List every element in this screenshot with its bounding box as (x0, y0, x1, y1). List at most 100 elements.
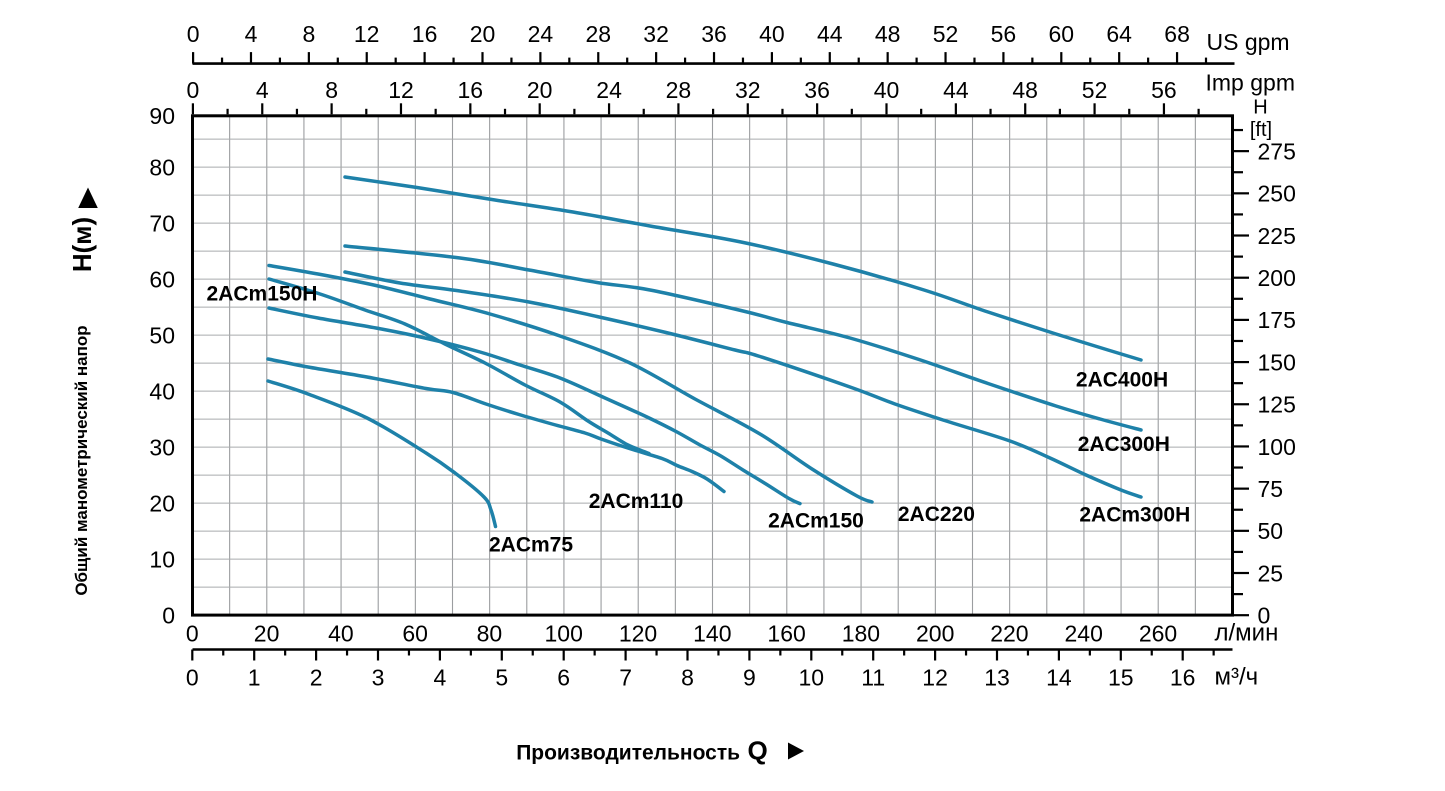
svg-text:13: 13 (984, 664, 1010, 690)
svg-text:60: 60 (149, 266, 175, 292)
svg-text:32: 32 (735, 77, 761, 103)
svg-text:32: 32 (643, 21, 669, 47)
svg-text:16: 16 (412, 21, 438, 47)
svg-text:100: 100 (1258, 434, 1296, 460)
svg-text:28: 28 (586, 21, 612, 47)
svg-text:48: 48 (1012, 77, 1038, 103)
svg-text:160: 160 (767, 620, 805, 646)
svg-text:100: 100 (545, 620, 583, 646)
svg-text:2AC220: 2AC220 (898, 503, 975, 526)
svg-text:0: 0 (186, 620, 199, 646)
svg-text:0: 0 (187, 77, 200, 103)
svg-text:48: 48 (875, 21, 901, 47)
svg-text:25: 25 (1258, 560, 1284, 586)
svg-text:2ACm150H: 2ACm150H (207, 283, 318, 306)
svg-text:2: 2 (310, 664, 323, 690)
svg-text:0: 0 (186, 664, 199, 690)
svg-text:56: 56 (991, 21, 1017, 47)
svg-text:125: 125 (1258, 392, 1296, 418)
svg-text:52: 52 (933, 21, 959, 47)
svg-text:140: 140 (693, 620, 731, 646)
svg-text:60: 60 (1049, 21, 1075, 47)
svg-text:11: 11 (861, 664, 885, 690)
svg-text:90: 90 (149, 103, 175, 129)
svg-text:80: 80 (477, 620, 503, 646)
svg-text:20: 20 (470, 21, 496, 47)
svg-text:30: 30 (149, 434, 175, 460)
svg-text:225: 225 (1258, 223, 1296, 249)
svg-text:24: 24 (528, 21, 554, 47)
svg-text:150: 150 (1258, 349, 1296, 375)
svg-text:2ACm110: 2ACm110 (589, 490, 684, 513)
svg-text:220: 220 (990, 620, 1028, 646)
svg-text:10: 10 (149, 546, 175, 572)
svg-text:40: 40 (874, 77, 900, 103)
svg-text:Q: Q (748, 736, 768, 766)
svg-text:70: 70 (149, 210, 175, 236)
svg-text:2AC300H: 2AC300H (1078, 433, 1170, 456)
svg-text:200: 200 (1258, 265, 1296, 291)
svg-text:36: 36 (701, 21, 727, 47)
svg-text:12: 12 (922, 664, 948, 690)
svg-text:64: 64 (1106, 21, 1132, 47)
svg-text:200: 200 (916, 620, 954, 646)
svg-text:Общий манометрический напор: Общий манометрический напор (72, 325, 91, 595)
svg-text:Производительность: Производительность (516, 742, 740, 765)
svg-text:275: 275 (1258, 138, 1296, 164)
svg-text:50: 50 (1258, 518, 1284, 544)
svg-text:[ft]: [ft] (1250, 119, 1272, 141)
svg-text:20: 20 (149, 490, 175, 516)
svg-text:240: 240 (1065, 620, 1103, 646)
svg-text:60: 60 (402, 620, 428, 646)
svg-text:40: 40 (759, 21, 785, 47)
svg-text:52: 52 (1082, 77, 1108, 103)
svg-text:175: 175 (1258, 307, 1296, 333)
svg-text:250: 250 (1258, 181, 1296, 207)
svg-text:24: 24 (596, 77, 622, 103)
svg-text:2AC400H: 2AC400H (1076, 369, 1168, 392)
svg-text:9: 9 (743, 664, 756, 690)
svg-text:H: H (1253, 97, 1267, 119)
svg-text:л/мин: л/мин (1215, 619, 1279, 646)
svg-text:1: 1 (248, 664, 261, 690)
svg-text:8: 8 (325, 77, 338, 103)
svg-text:2ACm300H: 2ACm300H (1079, 504, 1190, 527)
svg-text:0: 0 (1258, 603, 1271, 629)
svg-text:15: 15 (1108, 664, 1134, 690)
svg-text:40: 40 (328, 620, 354, 646)
svg-text:0: 0 (187, 21, 200, 47)
svg-text:7: 7 (619, 664, 632, 690)
svg-text:20: 20 (254, 620, 280, 646)
svg-text:Н(м): Н(м) (67, 217, 97, 272)
svg-text:28: 28 (666, 77, 692, 103)
svg-text:80: 80 (149, 154, 175, 180)
svg-text:180: 180 (842, 620, 880, 646)
svg-text:75: 75 (1258, 476, 1284, 502)
svg-text:м³/ч: м³/ч (1215, 664, 1259, 691)
svg-text:50: 50 (149, 322, 175, 348)
svg-text:40: 40 (149, 378, 175, 404)
svg-text:56: 56 (1151, 77, 1177, 103)
svg-text:2ACm150: 2ACm150 (768, 510, 864, 533)
svg-text:US gpm: US gpm (1207, 29, 1290, 55)
svg-text:10: 10 (799, 664, 825, 690)
svg-text:20: 20 (527, 77, 553, 103)
svg-text:36: 36 (804, 77, 830, 103)
svg-text:2ACm75: 2ACm75 (489, 534, 573, 557)
svg-text:16: 16 (1170, 664, 1196, 690)
svg-text:16: 16 (458, 77, 484, 103)
svg-text:3: 3 (372, 664, 385, 690)
svg-text:4: 4 (245, 21, 258, 47)
svg-text:5: 5 (495, 664, 508, 690)
svg-text:44: 44 (943, 77, 969, 103)
svg-text:0: 0 (162, 602, 175, 628)
svg-text:14: 14 (1046, 664, 1072, 690)
svg-text:120: 120 (619, 620, 657, 646)
svg-text:4: 4 (256, 77, 269, 103)
svg-text:12: 12 (354, 21, 380, 47)
svg-text:8: 8 (681, 664, 694, 690)
svg-text:8: 8 (303, 21, 316, 47)
svg-text:44: 44 (817, 21, 843, 47)
svg-text:6: 6 (557, 664, 570, 690)
svg-text:12: 12 (388, 77, 414, 103)
